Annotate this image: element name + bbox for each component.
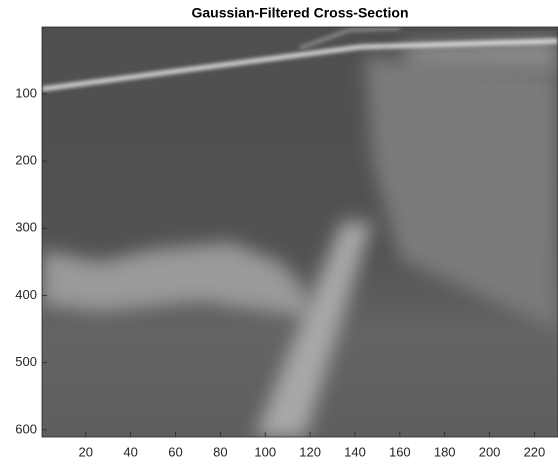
x-tick-label: 220 [524, 444, 546, 459]
y-tick-label: 100 [15, 85, 37, 100]
y-tick-label: 200 [15, 153, 37, 168]
x-tick-label: 100 [254, 444, 276, 459]
x-tick-label: 40 [123, 444, 137, 459]
chart-title: Gaussian-Filtered Cross-Section [191, 5, 408, 21]
axes-box [41, 26, 558, 438]
image [42, 27, 558, 437]
x-tick-label: 20 [79, 444, 93, 459]
x-tick-label: 160 [389, 444, 411, 459]
x-tick-label: 180 [434, 444, 456, 459]
x-tick-label: 120 [299, 444, 321, 459]
y-tick-label: 300 [15, 220, 37, 235]
y-tick-label: 500 [15, 354, 37, 369]
y-tick-label: 400 [15, 287, 37, 302]
x-tick-label: 200 [479, 444, 501, 459]
x-tick-label: 140 [344, 444, 366, 459]
x-tick-label: 60 [168, 444, 182, 459]
x-tick-label: 80 [213, 444, 227, 459]
y-tick-label: 600 [15, 421, 37, 436]
